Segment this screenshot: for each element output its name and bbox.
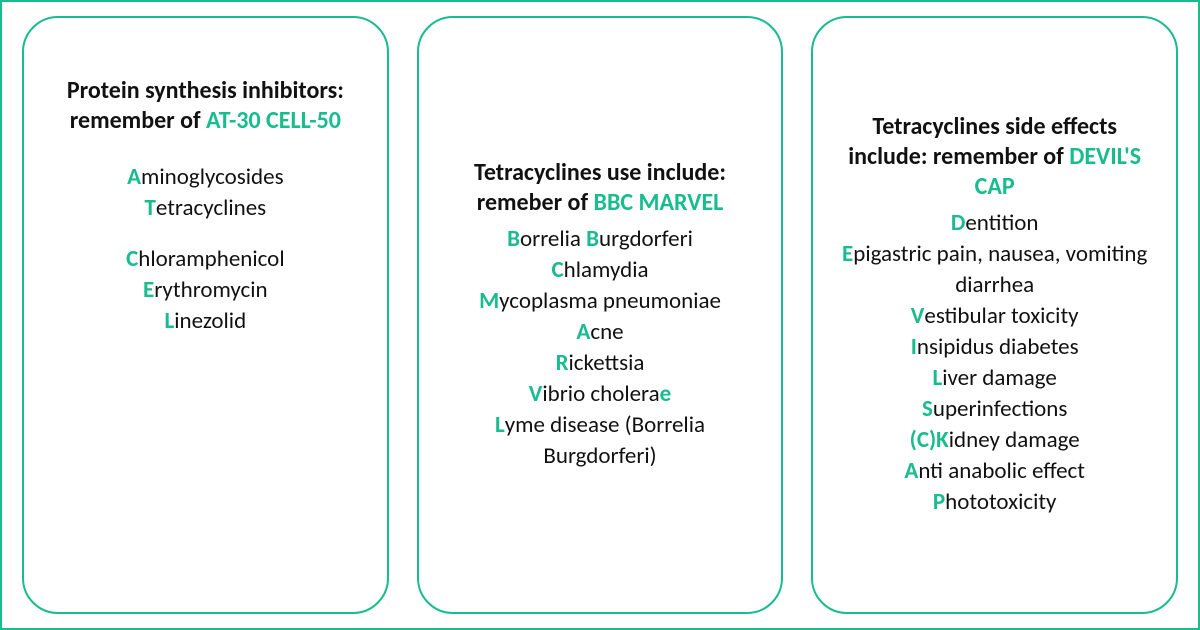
highlight-letter: C: [551, 256, 563, 284]
highlight-letter: A: [127, 163, 141, 191]
list-item: Liver damage: [835, 363, 1154, 394]
list-item: Erythromycin: [46, 275, 365, 306]
list-item: Chlamydia: [441, 255, 760, 286]
card-tetracyclines-use: Tetracyclines use include: remeber of BB…: [417, 16, 784, 614]
item-list: Dentition Epigastric pain, nausea, vomit…: [835, 208, 1154, 518]
item-text: yme disease (Borrelia Burgdorferi): [505, 411, 705, 470]
item-list: Borrelia Burgdorferi Chlamydia Mycoplasm…: [441, 224, 760, 472]
spacer: [46, 224, 365, 244]
list-item: Vibrio cholerae: [441, 379, 760, 410]
item-list: Aminoglycosides Tetracyclines: [46, 162, 365, 224]
highlight-letter: M: [479, 287, 499, 315]
list-item: (C)Kidney damage: [835, 425, 1154, 456]
highlight-letter: C: [126, 245, 138, 273]
list-item: Anti anabolic effect: [835, 456, 1154, 487]
highlight-letter: R: [556, 349, 569, 377]
item-text: ibrio cholera: [542, 380, 659, 408]
list-item: Tetracyclines: [46, 193, 365, 224]
item-text: pigastric pain, nausea, vomiting diarrhe…: [853, 240, 1147, 299]
card-title: Protein synthesis inhibitors: remember o…: [46, 76, 365, 136]
card-title: Tetracyclines side effects include: reme…: [835, 112, 1154, 202]
card-tetracyclines-side-effects: Tetracyclines side effects include: reme…: [811, 16, 1178, 614]
list-item: Epigastric pain, nausea, vomiting diarrh…: [835, 239, 1154, 301]
list-item: Lyme disease (Borrelia Burgdorferi): [441, 410, 760, 472]
item-rest: nsipidus diabetes: [917, 333, 1079, 361]
list-item: Insipidus diabetes: [835, 332, 1154, 363]
highlight-letter: T: [145, 194, 156, 222]
highlight-letter: D: [951, 209, 966, 237]
item-text: idney damage: [949, 426, 1080, 454]
highlight-letter: B: [507, 225, 520, 253]
item-rest: rythromycin: [154, 276, 267, 304]
item-rest: entition: [965, 209, 1038, 237]
highlight-letter: E: [842, 240, 853, 268]
list-item: Dentition: [835, 208, 1154, 239]
item-list: Chloramphenicol Erythromycin Linezolid: [46, 244, 365, 337]
highlight-letter: e: [660, 380, 672, 408]
highlight-letter: L: [495, 411, 505, 439]
item-rest: nti anabolic effect: [918, 457, 1085, 485]
list-item: Superinfections: [835, 394, 1154, 425]
item-rest: hloramphenicol: [138, 245, 284, 273]
highlight-letter: P: [933, 488, 945, 516]
item-text: ycoplasma pneumoniae: [499, 287, 721, 315]
item-rest: etracyclines: [156, 194, 266, 222]
spacer: [46, 142, 365, 162]
list-item: Aminoglycosides: [46, 162, 365, 193]
highlight-letter: L: [165, 307, 175, 335]
item-rest: uperinfections: [933, 395, 1068, 423]
list-item: Rickettsia: [441, 348, 760, 379]
item-rest: cne: [590, 318, 623, 346]
card-protein-synthesis: Protein synthesis inhibitors: remember o…: [22, 16, 389, 614]
list-item: Mycoplasma pneumoniae: [441, 286, 760, 317]
item-rest: estibular toxicity: [924, 302, 1078, 330]
highlight-letter: V: [911, 302, 925, 330]
outer-frame: Protein synthesis inhibitors: remember o…: [0, 0, 1200, 630]
item-rest: inezolid: [174, 307, 246, 335]
list-item: Phototoxicity: [835, 487, 1154, 518]
list-item: Acne: [441, 317, 760, 348]
highlight-letter: (C)K: [910, 426, 949, 454]
mnemonic: BBC MARVEL: [593, 188, 723, 217]
item-rest: hlamydia: [564, 256, 649, 284]
list-item: Vestibular toxicity: [835, 301, 1154, 332]
highlight-letter: V: [529, 380, 543, 408]
highlight-letter: L: [932, 364, 942, 392]
item-rest: iver damage: [942, 364, 1057, 392]
item-rest: hototoxicity: [945, 488, 1056, 516]
list-item: Borrelia Burgdorferi: [441, 224, 760, 255]
card-title: Tetracyclines use include: remeber of BB…: [441, 158, 760, 218]
highlight-letter: S: [922, 395, 933, 423]
highlight-letter: B: [586, 225, 599, 253]
highlight-letter: E: [143, 276, 154, 304]
item-text: urgdorferi: [599, 225, 693, 253]
highlight-letter: A: [904, 457, 918, 485]
item-rest: ickettsia: [569, 349, 645, 377]
item-text: orrelia: [520, 225, 586, 253]
list-item: Chloramphenicol: [46, 244, 365, 275]
mnemonic: AT-30 CELL-50: [206, 106, 341, 135]
item-rest: minoglycosides: [141, 163, 284, 191]
highlight-letter: A: [576, 318, 590, 346]
list-item: Linezolid: [46, 306, 365, 337]
